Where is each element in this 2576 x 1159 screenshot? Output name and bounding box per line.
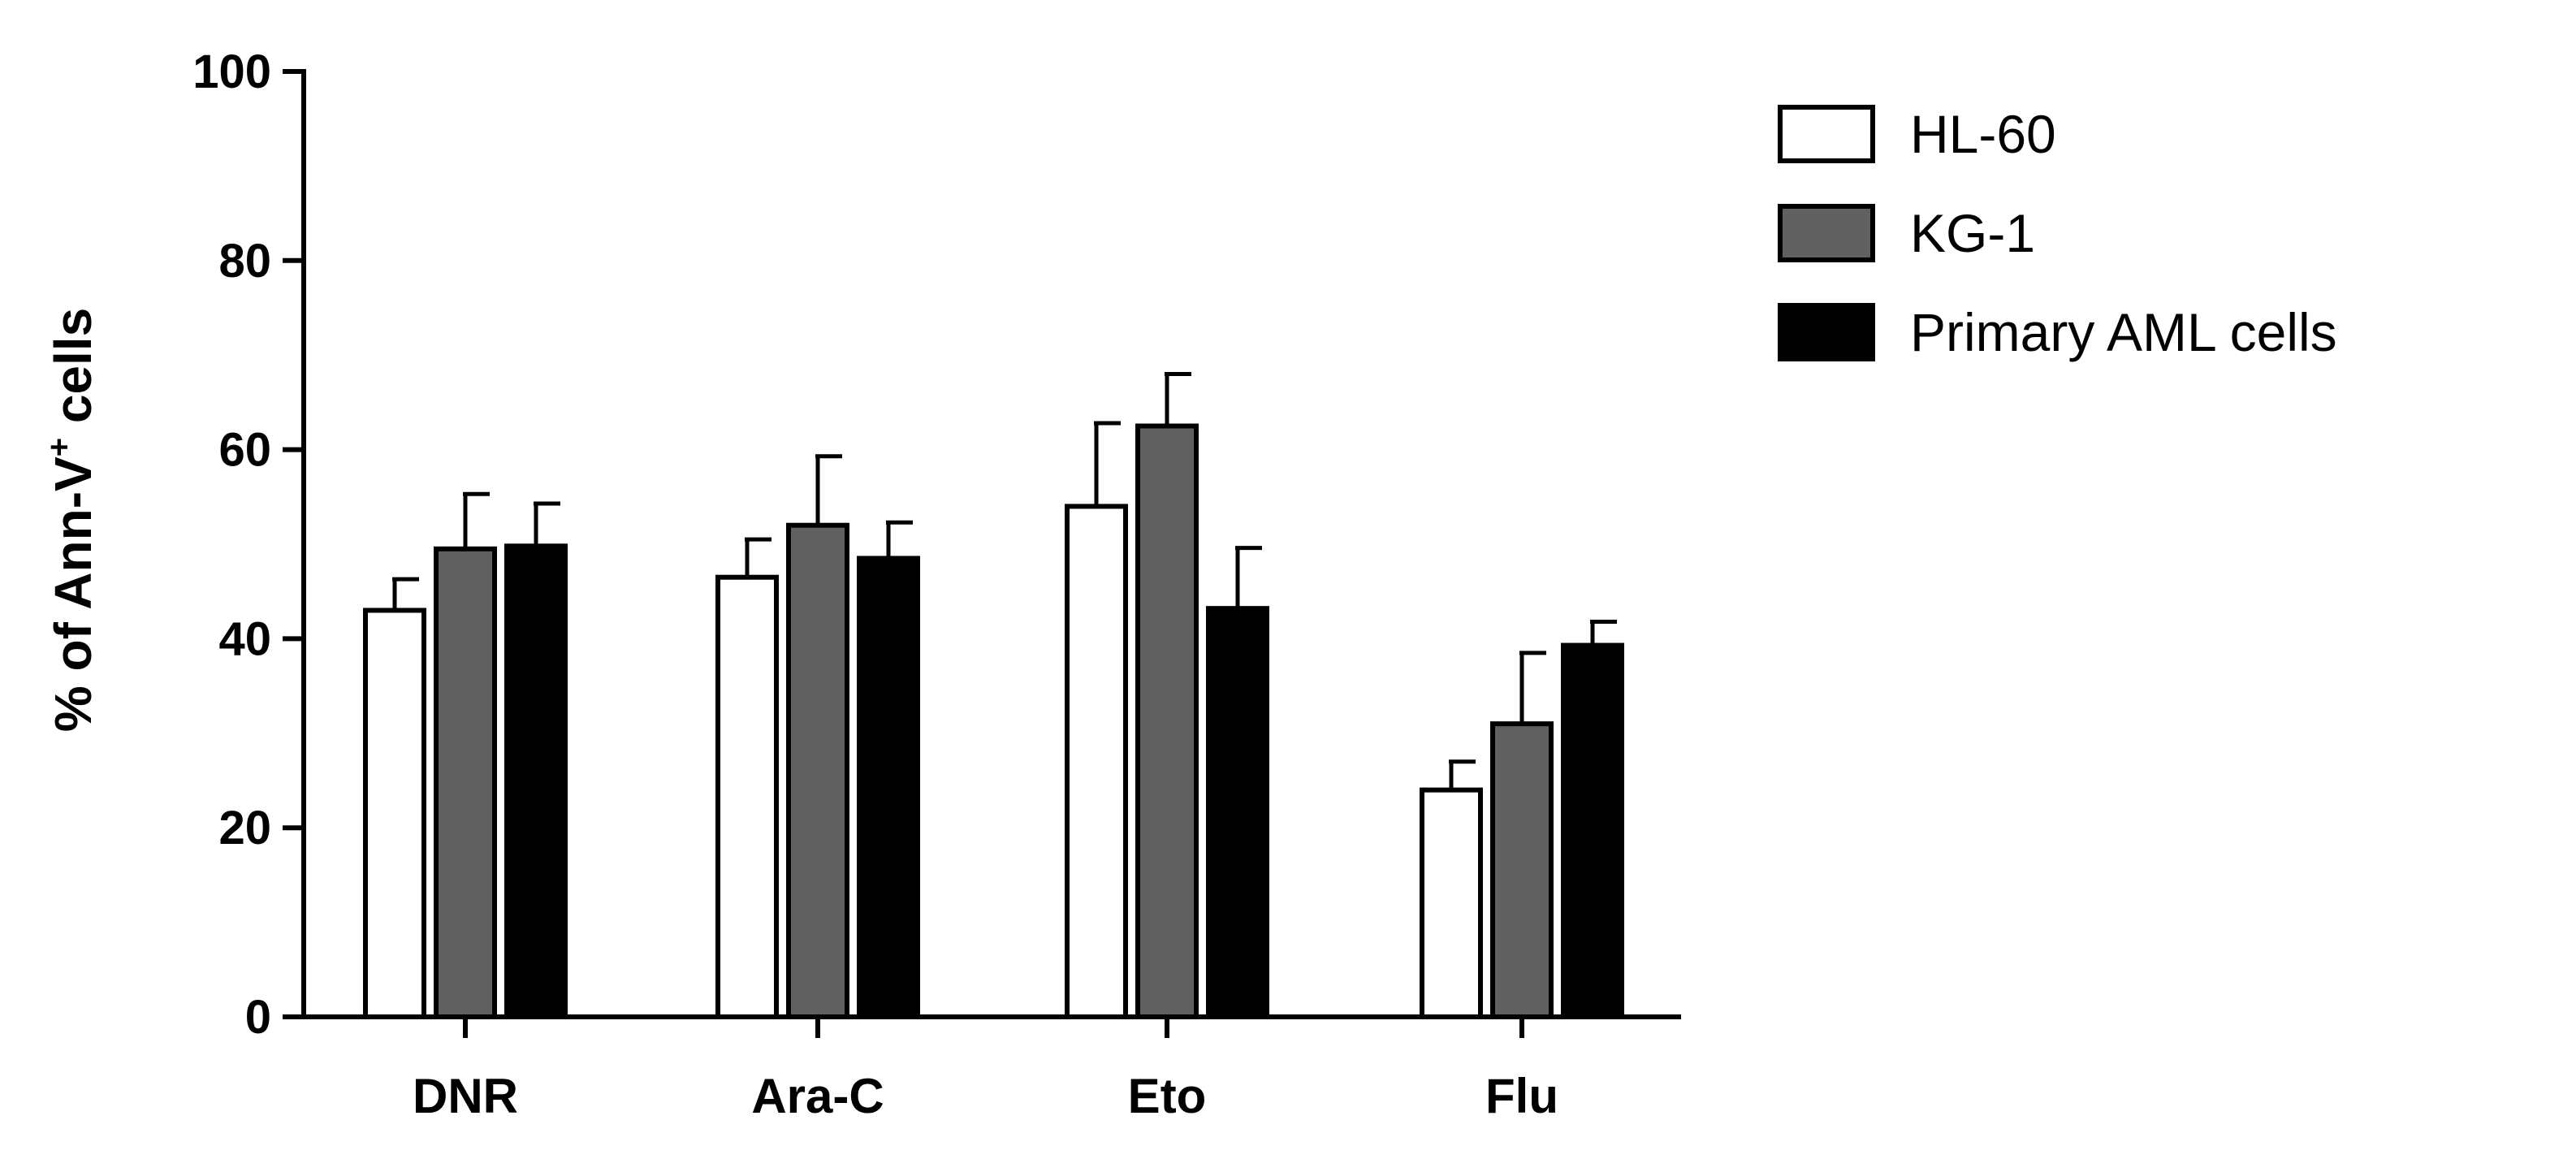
y-axis-title-tail: cells [44, 308, 102, 438]
bar [1135, 423, 1199, 1019]
y-tick-label: 100 [192, 45, 271, 98]
bar [1490, 721, 1554, 1019]
bar [786, 522, 849, 1019]
y-tick-label: 60 [218, 424, 271, 477]
y-axis-title-text: % of Ann-V+ cells [41, 308, 102, 732]
bar [434, 546, 497, 1019]
y-tick-label: 80 [218, 235, 271, 288]
y-tick-label: 40 [218, 612, 271, 665]
y-tick-label: 20 [218, 802, 271, 854]
bar [857, 556, 920, 1019]
y-tick-label: 0 [245, 991, 271, 1044]
x-tick-label: Ara-C [751, 1069, 884, 1123]
legend-label: KG-1 [1910, 203, 2035, 263]
bars-layer [363, 371, 1624, 1019]
y-axis-title-main: % of Ann-V [44, 456, 102, 732]
legend: HL-60 KG-1 Primary AML cells [1778, 104, 2337, 362]
x-tick-label: Eto [1128, 1069, 1207, 1123]
x-tick-label: DNR [413, 1069, 518, 1123]
bar [715, 574, 779, 1019]
bar [504, 543, 568, 1019]
legend-swatch [1778, 204, 1875, 262]
axes-layer [301, 69, 1681, 1019]
y-axis-title-superscript: + [41, 438, 77, 456]
ticks-layer: 0 20 40 60 80 100 DNR Ara-C Eto Flu [192, 45, 1558, 1123]
x-tick-label: Flu [1485, 1069, 1558, 1123]
bar [1561, 642, 1624, 1019]
bar [1206, 606, 1269, 1019]
legend-swatch [1778, 303, 1875, 361]
legend-label: Primary AML cells [1910, 302, 2337, 362]
bar [363, 608, 426, 1019]
bar [1420, 787, 1483, 1019]
legend-swatch [1778, 105, 1875, 163]
bar [1065, 504, 1128, 1019]
y-axis-title: % of Ann-V+ cells [41, 308, 102, 732]
legend-label: HL-60 [1910, 104, 2056, 164]
